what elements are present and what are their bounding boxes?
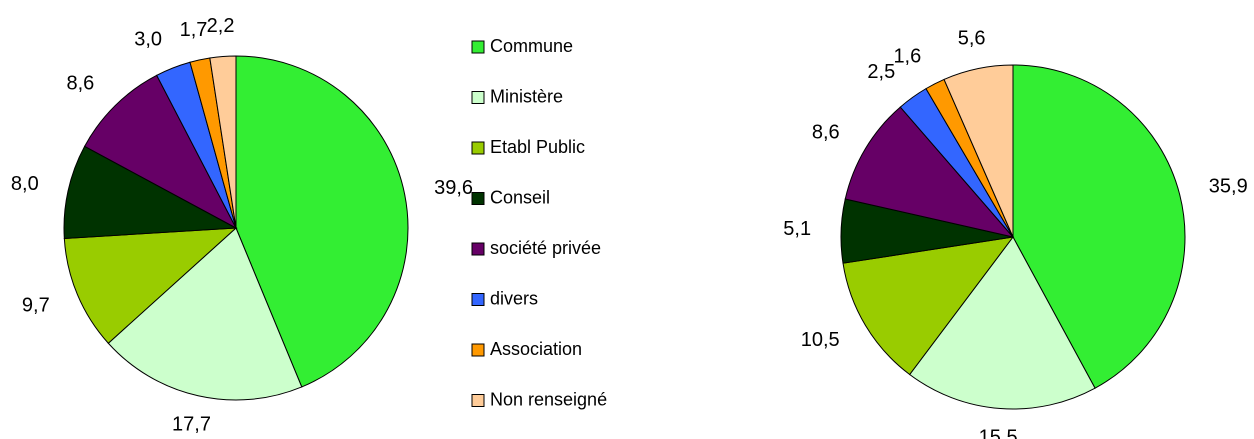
pie-slice [943, 64, 1014, 238]
value-label: 39,6 [434, 177, 473, 199]
value-label: 10,5 [801, 329, 840, 351]
value-label: 8,6 [66, 72, 94, 94]
legend-swatch [471, 141, 485, 155]
legend-label: Etabl Public [490, 137, 585, 157]
pie-slice [63, 227, 238, 344]
value-label: 9,7 [22, 294, 50, 316]
pie-slice [842, 236, 1015, 376]
legend-label: Association [490, 339, 582, 359]
legend-swatch [471, 343, 485, 357]
value-label: 2,2 [207, 15, 235, 37]
pie-slice [1012, 64, 1186, 389]
value-label: 15,5 [979, 427, 1018, 439]
legend-label: Ministère [490, 86, 563, 106]
legend-swatch [471, 40, 485, 54]
legend-swatch [471, 394, 485, 407]
pie-slice [908, 236, 1096, 410]
value-label: 5,1 [783, 218, 811, 240]
value-label: 3,0 [134, 28, 162, 50]
value-label: 1,7 [180, 19, 208, 41]
value-label: 35,9 [1209, 176, 1248, 198]
pie-slice [63, 145, 238, 239]
pie-slice [107, 227, 303, 401]
legend-swatch [471, 293, 485, 306]
legend-label: divers [490, 288, 538, 308]
value-label: 8,0 [11, 173, 39, 195]
pie-slice [235, 55, 409, 388]
legend-swatch [471, 91, 485, 104]
legend-label: Commune [490, 36, 573, 56]
legend-label: Non renseigné [490, 389, 607, 409]
value-label: 1,6 [893, 45, 921, 67]
pie-slice [844, 106, 1015, 238]
legend-swatch [471, 192, 485, 205]
legend-label: société privée [490, 238, 601, 258]
legend-swatch [471, 242, 485, 256]
pie-slice [83, 74, 238, 230]
value-label: 2,5 [867, 61, 895, 83]
value-label: 8,6 [812, 122, 840, 144]
value-label: 5,6 [958, 28, 986, 50]
value-label: 17,7 [172, 413, 211, 435]
pie-slice [209, 55, 237, 229]
legend-label: Conseil [490, 187, 550, 207]
